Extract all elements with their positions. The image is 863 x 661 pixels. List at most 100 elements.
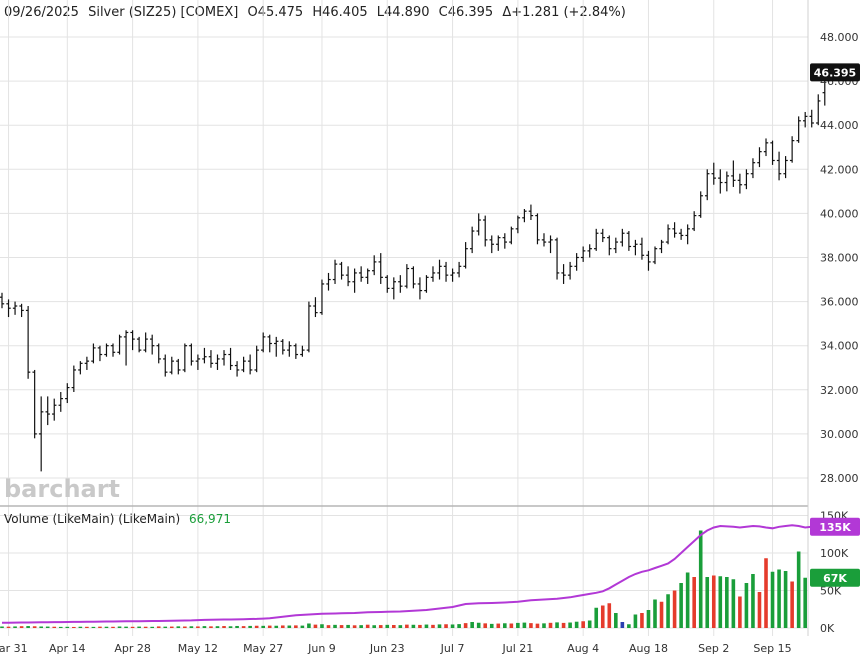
header-open: O45.475	[247, 5, 303, 20]
volume-bar	[32, 626, 37, 628]
volume-bar	[241, 626, 246, 628]
value-badges: 46.395 135K 67K	[810, 63, 860, 587]
volume-bar	[705, 577, 710, 628]
volume-bar	[783, 571, 788, 628]
volume-bar	[0, 626, 4, 628]
ohlc-bar	[744, 169, 749, 190]
volume-bar	[13, 626, 17, 628]
volume-bar	[372, 625, 377, 628]
ohlc-bar	[646, 250, 651, 271]
volume-bar	[378, 625, 383, 628]
header-high: H46.405	[312, 5, 367, 20]
ohlc-bar	[319, 279, 325, 315]
ohlc-bar	[32, 369, 37, 439]
ohlc-bar	[287, 341, 292, 357]
header-close: C46.395	[439, 5, 494, 20]
volume-bar	[274, 625, 279, 628]
ohlc-bar	[45, 396, 50, 426]
volume-bar	[222, 626, 226, 628]
volume-bar	[522, 622, 527, 628]
ohlc-bar	[450, 268, 455, 282]
volume-bar	[280, 625, 285, 628]
price-y-tick-label: 40.000	[820, 207, 859, 220]
volume-bar	[405, 624, 409, 628]
volume-bar	[600, 605, 605, 628]
volume-bar	[169, 626, 174, 628]
ohlc-bar	[620, 228, 625, 247]
ohlc-bar	[424, 275, 429, 293]
volume-bar	[65, 626, 70, 628]
volume-bar	[313, 624, 318, 628]
volume-bar	[365, 624, 370, 628]
svg-text:Volume (LikeMain) (LikeMain): Volume (LikeMain) (LikeMain) 66,971	[4, 512, 231, 526]
ohlc-bar	[280, 339, 285, 355]
ohlc-bar	[672, 222, 677, 238]
volume-bar	[85, 626, 89, 628]
ohlc-bar	[58, 392, 63, 412]
ohlc-bar	[176, 358, 181, 375]
ohlc-bar	[430, 266, 436, 282]
volume-bar	[659, 601, 664, 628]
ohlc-bar	[691, 211, 697, 232]
volume-bar	[196, 626, 200, 628]
ohlc-bar	[254, 345, 259, 373]
volume-bar	[731, 579, 736, 628]
last-volume-badge: 67K	[810, 568, 860, 587]
ohlc-bar	[463, 242, 468, 269]
volume-bar	[261, 625, 265, 628]
ohlc-bar	[52, 398, 57, 421]
ohlc-bar	[665, 224, 671, 245]
ohlc-bar	[398, 275, 403, 293]
volume-bar	[287, 625, 292, 628]
ohlc-bar	[352, 268, 357, 293]
ohlc-bar	[718, 169, 723, 194]
ohlc-bar	[215, 354, 220, 370]
ohlc-bar	[97, 345, 103, 362]
volume-bar	[666, 594, 670, 628]
ohlc-bar	[587, 244, 592, 258]
ohlc-bar	[332, 259, 338, 284]
ohlc-bar	[613, 237, 619, 254]
volume-bar	[555, 622, 559, 628]
ohlc-bar	[143, 332, 148, 353]
ohlc-bar	[574, 253, 579, 271]
x-tick-label: Jul 21	[501, 642, 533, 655]
volume-bar	[91, 626, 96, 628]
ohlc-bar	[84, 356, 90, 370]
ohlc-bar	[607, 235, 612, 256]
ohlc-bar	[639, 237, 645, 260]
x-tick-label: Mar 31	[0, 642, 28, 655]
ohlc-bar	[182, 343, 188, 373]
ohlc-bar	[522, 208, 527, 223]
price-y-axis: 48.00046.00044.00042.00040.00038.00036.0…	[820, 31, 859, 485]
volume-bar	[78, 626, 83, 628]
volume-y-tick-label: 0K	[820, 622, 835, 635]
volume-bar	[326, 625, 331, 628]
ohlc-bar	[580, 246, 586, 262]
volume-bar	[744, 583, 749, 628]
ohlc-bar	[241, 356, 246, 373]
ohlc-bar	[698, 191, 703, 218]
ohlc-bar	[358, 266, 364, 282]
ohlc-bar	[469, 226, 475, 254]
price-y-tick-label: 42.000	[820, 163, 859, 176]
price-grid	[0, 0, 808, 636]
volume-bar	[98, 626, 102, 628]
volume-bar	[58, 626, 63, 628]
ohlc-bar	[802, 111, 808, 128]
volume-bar	[646, 610, 651, 628]
volume-bar	[503, 623, 507, 628]
ohlc-bar	[502, 233, 508, 249]
volume-bar	[150, 626, 154, 628]
ohlc-bar	[411, 266, 416, 289]
volume-bar	[163, 626, 168, 628]
volume-bar	[444, 624, 448, 628]
volume-bar	[587, 620, 592, 628]
ohlc-bar	[385, 275, 390, 293]
volume-bar	[19, 626, 24, 628]
volume-bar	[418, 624, 422, 628]
ohlc-bar	[483, 215, 488, 247]
price-y-tick-label: 30.000	[820, 428, 859, 441]
ohlc-bar	[809, 109, 814, 128]
